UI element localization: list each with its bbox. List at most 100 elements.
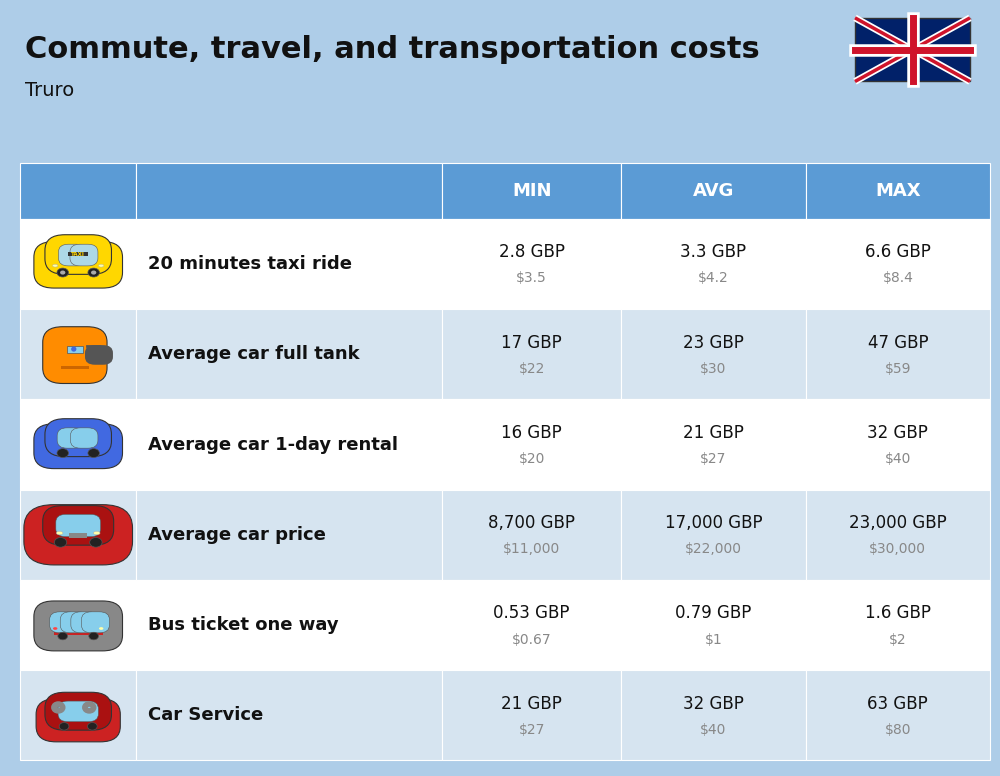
FancyBboxPatch shape (442, 490, 621, 580)
Text: AVG: AVG (693, 182, 734, 200)
FancyBboxPatch shape (442, 670, 621, 760)
Text: Average car price: Average car price (148, 526, 326, 544)
FancyBboxPatch shape (85, 345, 113, 365)
FancyBboxPatch shape (442, 309, 621, 400)
Circle shape (54, 538, 67, 547)
FancyBboxPatch shape (34, 601, 123, 651)
Text: MIN: MIN (512, 182, 551, 200)
Text: 20 minutes taxi ride: 20 minutes taxi ride (148, 255, 352, 273)
FancyBboxPatch shape (806, 670, 990, 760)
Text: $40: $40 (885, 452, 911, 466)
FancyBboxPatch shape (621, 163, 806, 219)
FancyBboxPatch shape (45, 234, 111, 275)
FancyBboxPatch shape (442, 219, 621, 309)
Text: 16 GBP: 16 GBP (501, 424, 562, 442)
FancyBboxPatch shape (621, 670, 806, 760)
Text: MAX: MAX (875, 182, 921, 200)
FancyBboxPatch shape (50, 611, 78, 633)
FancyBboxPatch shape (43, 327, 107, 383)
FancyBboxPatch shape (61, 366, 89, 369)
FancyBboxPatch shape (70, 244, 98, 266)
FancyBboxPatch shape (69, 533, 87, 538)
FancyBboxPatch shape (20, 580, 136, 670)
Text: Average car 1-day rental: Average car 1-day rental (148, 435, 398, 453)
Ellipse shape (53, 265, 58, 267)
Text: Car Service: Car Service (148, 706, 264, 724)
FancyBboxPatch shape (68, 251, 88, 256)
FancyBboxPatch shape (54, 631, 103, 636)
FancyBboxPatch shape (36, 699, 120, 742)
FancyBboxPatch shape (136, 400, 442, 490)
Text: 0.79 GBP: 0.79 GBP (675, 605, 752, 622)
Text: Truro: Truro (25, 81, 74, 100)
Text: $1: $1 (705, 632, 722, 646)
FancyBboxPatch shape (136, 490, 442, 580)
FancyBboxPatch shape (806, 219, 990, 309)
FancyBboxPatch shape (20, 163, 136, 219)
FancyBboxPatch shape (136, 163, 442, 219)
Circle shape (58, 632, 68, 640)
Ellipse shape (99, 627, 103, 630)
FancyBboxPatch shape (136, 309, 442, 400)
Text: $20: $20 (518, 452, 545, 466)
Text: $40: $40 (700, 722, 727, 736)
FancyBboxPatch shape (855, 18, 970, 81)
FancyBboxPatch shape (806, 163, 990, 219)
FancyBboxPatch shape (442, 400, 621, 490)
FancyBboxPatch shape (34, 424, 123, 469)
Text: $3.5: $3.5 (516, 272, 547, 286)
Text: 21 GBP: 21 GBP (501, 695, 562, 712)
Text: 17,000 GBP: 17,000 GBP (665, 514, 762, 532)
Text: 2.8 GBP: 2.8 GBP (499, 243, 565, 262)
Circle shape (88, 268, 99, 277)
Text: 63 GBP: 63 GBP (867, 695, 928, 712)
Text: TAXI: TAXI (71, 251, 85, 257)
Text: $30,000: $30,000 (869, 542, 926, 556)
Ellipse shape (53, 627, 57, 630)
FancyBboxPatch shape (34, 241, 123, 288)
Ellipse shape (56, 532, 63, 535)
Text: 23 GBP: 23 GBP (683, 334, 744, 352)
FancyBboxPatch shape (20, 670, 136, 760)
Circle shape (88, 449, 99, 458)
Text: $27: $27 (700, 452, 727, 466)
Text: 47 GBP: 47 GBP (868, 334, 928, 352)
Text: Commute, travel, and transportation costs: Commute, travel, and transportation cost… (25, 35, 760, 64)
Circle shape (90, 538, 102, 547)
Text: $22: $22 (518, 362, 545, 376)
FancyBboxPatch shape (136, 670, 442, 760)
Ellipse shape (93, 532, 100, 535)
Text: $2: $2 (889, 632, 907, 646)
FancyBboxPatch shape (621, 400, 806, 490)
Text: 32 GBP: 32 GBP (867, 424, 928, 442)
FancyBboxPatch shape (621, 580, 806, 670)
Text: 1.6 GBP: 1.6 GBP (865, 605, 931, 622)
FancyBboxPatch shape (58, 701, 98, 722)
Text: 23,000 GBP: 23,000 GBP (849, 514, 947, 532)
Circle shape (61, 431, 69, 438)
Circle shape (87, 722, 97, 730)
FancyBboxPatch shape (621, 219, 806, 309)
Text: $30: $30 (700, 362, 727, 376)
FancyBboxPatch shape (45, 692, 111, 730)
Text: 32 GBP: 32 GBP (683, 695, 744, 712)
Circle shape (57, 449, 68, 458)
Circle shape (89, 632, 99, 640)
FancyBboxPatch shape (71, 611, 99, 633)
Text: 0.53 GBP: 0.53 GBP (493, 605, 570, 622)
FancyBboxPatch shape (60, 611, 88, 633)
Circle shape (91, 271, 96, 275)
FancyBboxPatch shape (45, 419, 111, 456)
Text: 8,700 GBP: 8,700 GBP (488, 514, 575, 532)
Circle shape (59, 722, 69, 730)
Text: Average car full tank: Average car full tank (148, 345, 360, 363)
FancyBboxPatch shape (442, 163, 621, 219)
Text: $22,000: $22,000 (685, 542, 742, 556)
Text: 6.6 GBP: 6.6 GBP (865, 243, 931, 262)
Text: 3.3 GBP: 3.3 GBP (680, 243, 747, 262)
FancyBboxPatch shape (20, 490, 136, 580)
Text: $8.4: $8.4 (882, 272, 913, 286)
FancyBboxPatch shape (20, 219, 136, 309)
Text: $80: $80 (885, 722, 911, 736)
Text: 17 GBP: 17 GBP (501, 334, 562, 352)
